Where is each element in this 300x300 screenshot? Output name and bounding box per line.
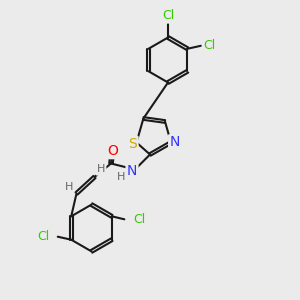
Text: N: N	[127, 164, 137, 178]
Text: N: N	[169, 136, 180, 149]
Text: Cl: Cl	[203, 39, 215, 52]
Text: Cl: Cl	[38, 230, 50, 243]
Text: H: H	[97, 164, 105, 175]
Text: S: S	[128, 137, 137, 151]
Text: Cl: Cl	[133, 213, 145, 226]
Text: Cl: Cl	[162, 9, 174, 22]
Text: H: H	[65, 182, 73, 193]
Text: H: H	[117, 172, 126, 182]
Text: O: O	[107, 144, 118, 158]
